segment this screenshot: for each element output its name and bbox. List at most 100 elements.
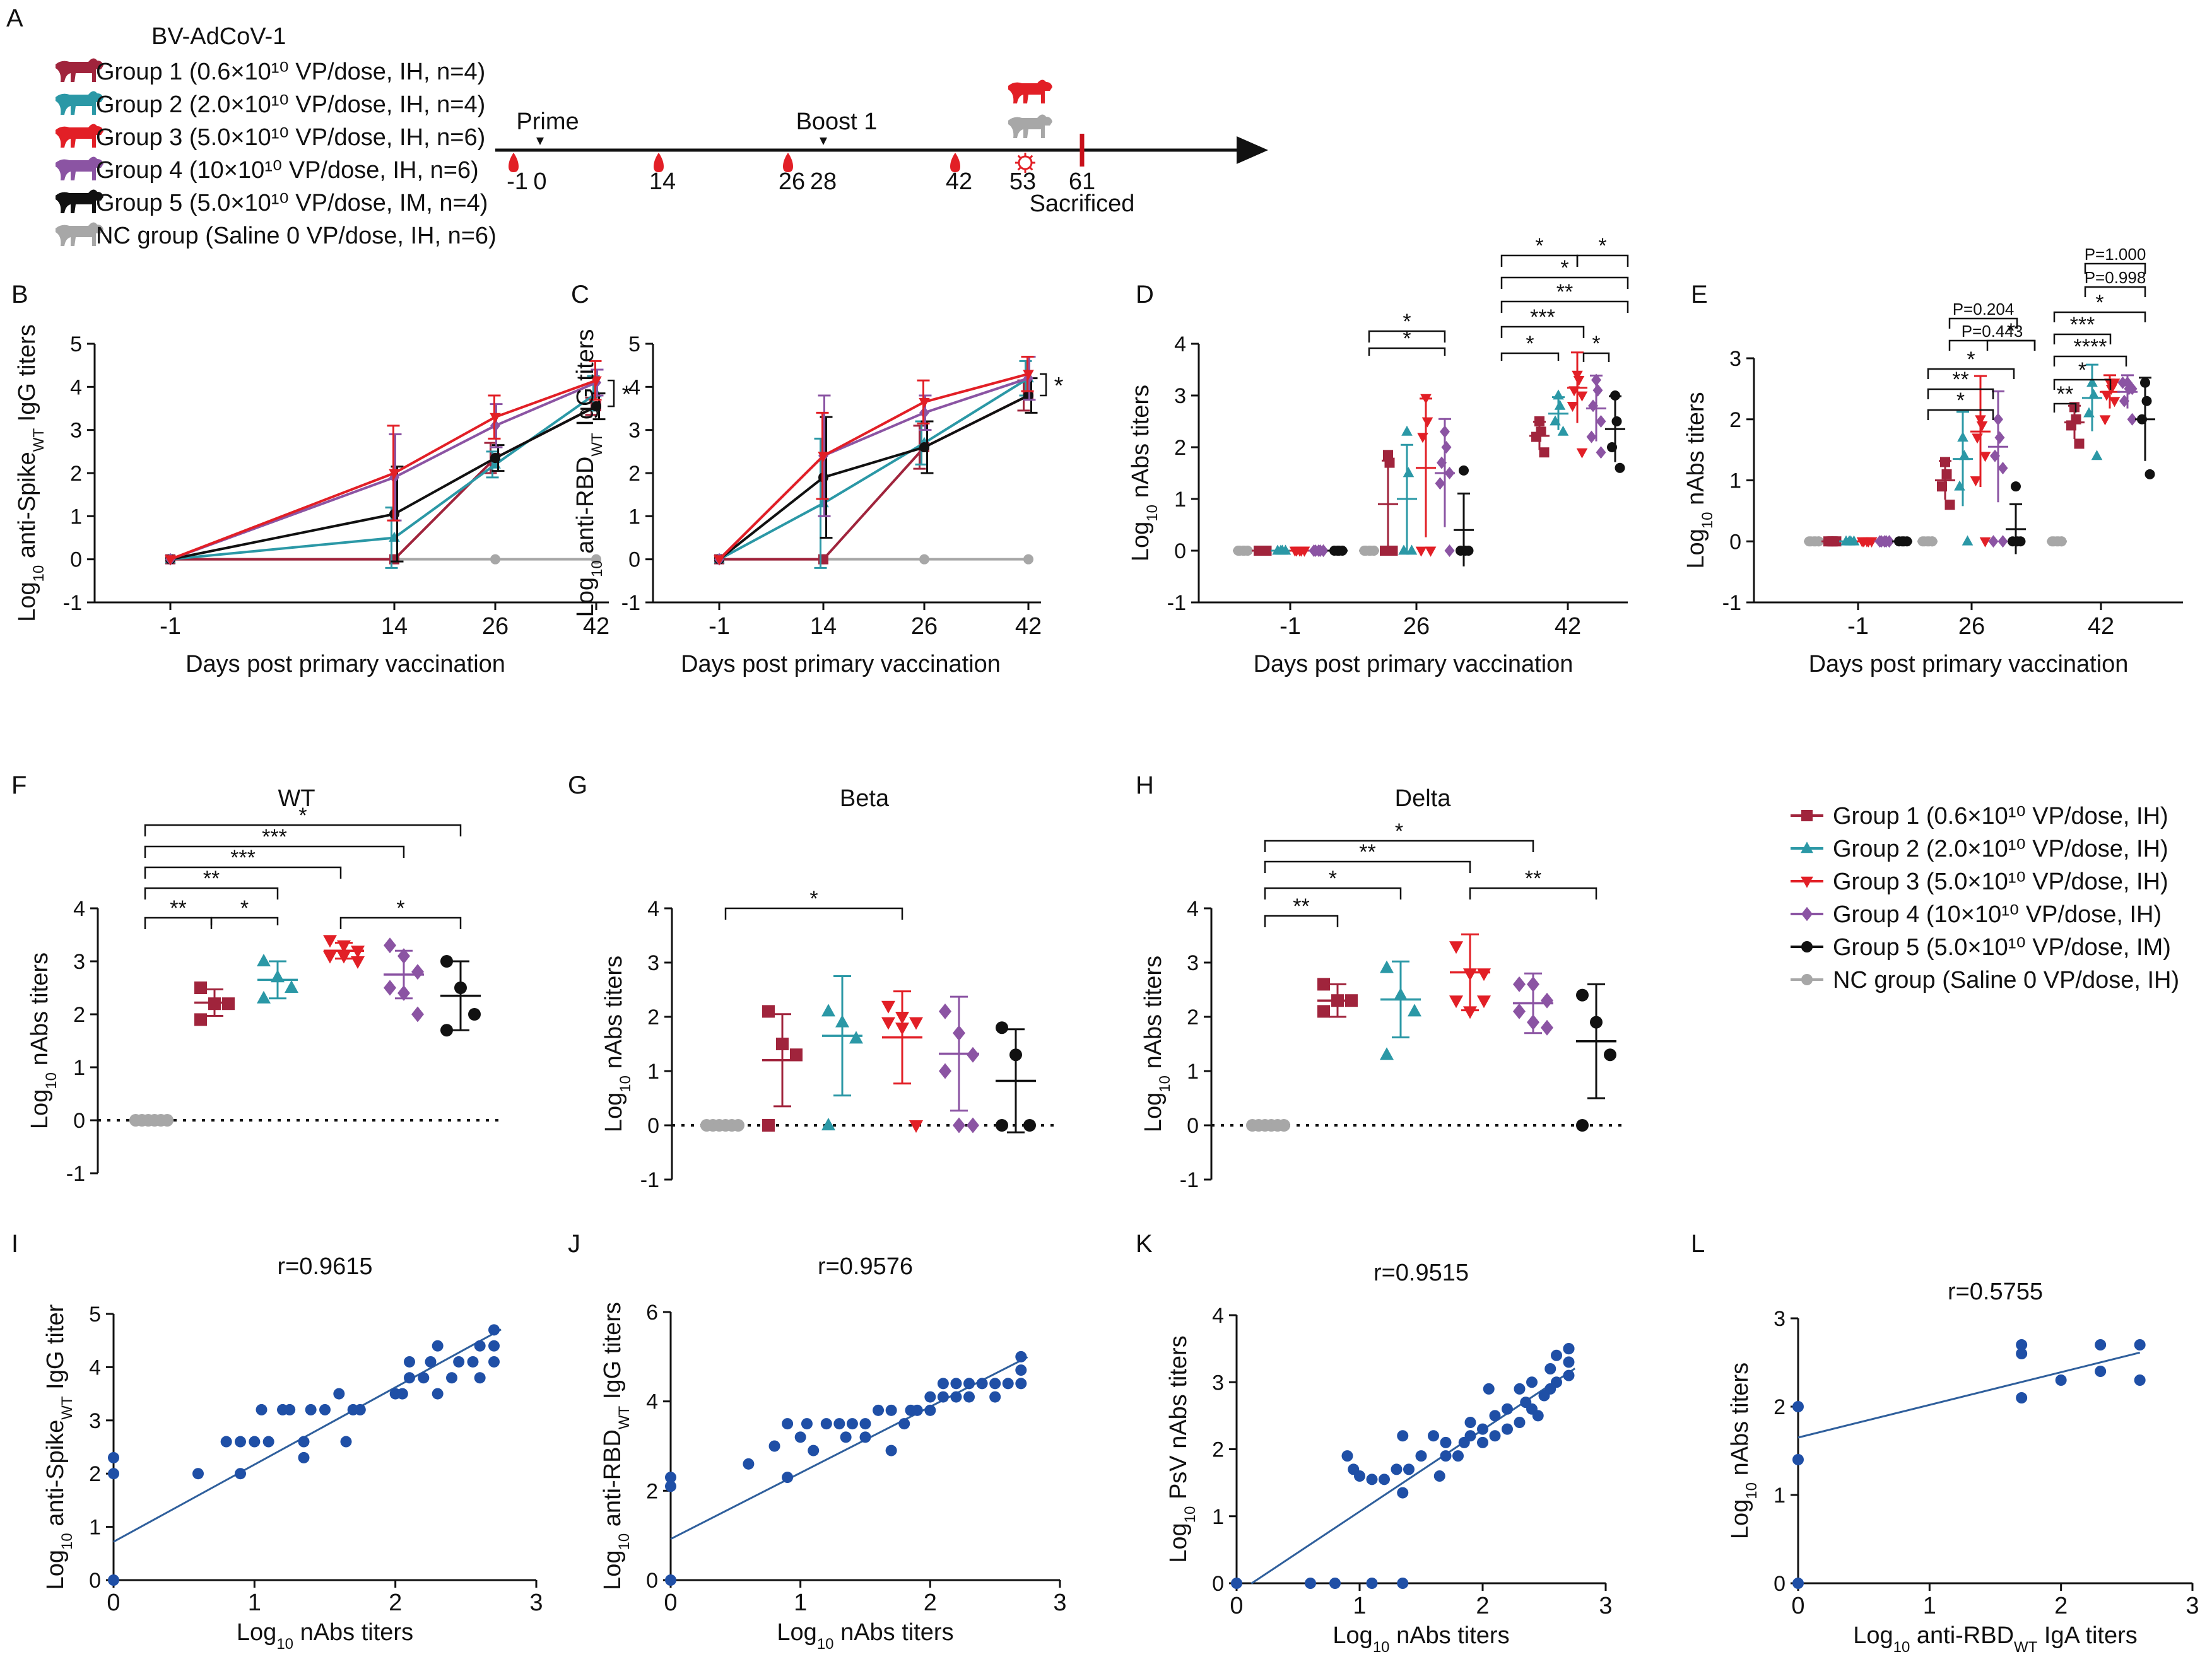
significance-label: * [1967,348,1975,372]
data-point [1317,978,1330,991]
data-point [384,937,396,954]
data-point [937,1378,949,1390]
significance-bracket [1264,887,1402,899]
data-point [1958,450,1970,460]
data-point [1477,1436,1488,1448]
significance-label: *** [2070,313,2095,337]
y-tick-label: 4 [70,375,82,399]
data-point [820,1418,832,1430]
legend-label: Group 2 (2.0×10¹⁰ VP/dose, IH) [1833,836,2168,862]
data-point [2016,1392,2028,1403]
significance-label: ** [170,896,186,920]
data-point [440,955,453,968]
data-point [1009,1048,1022,1062]
y-tick-label: 2 [1729,408,1741,432]
subscript: 10 [817,1636,834,1653]
title-segment: nAbs titers [1127,385,1154,505]
y-tick-label: 0 [1187,1114,1199,1138]
x-tick-label: 0 [664,1590,677,1616]
subscript: 10 [1144,505,1161,522]
x-tick-label: 14 [810,613,837,640]
data-point [1576,391,1588,402]
data-point [1415,1450,1427,1462]
data-point [1272,544,1283,555]
data-point [1440,425,1450,438]
y-tick-label: -1 [66,1162,85,1186]
y-tick-label: 1 [1187,1060,1199,1084]
x-tick-label: -1 [1280,613,1301,640]
significance-label: * [1403,327,1411,351]
data-point [762,1005,775,1018]
data-point [1894,536,1904,547]
timeline-day-label: 61 [1069,168,1095,195]
data-point [161,1114,174,1127]
data-point [1563,1356,1575,1368]
data-point [895,1012,909,1024]
significance-bracket [2053,333,2112,344]
subscript: 10 [589,560,606,577]
significance-label: *** [230,846,256,870]
data-point [1456,546,1466,556]
data-point [859,1418,871,1430]
x-tick-label: 3 [529,1590,543,1616]
title-segment: IgG titers [572,329,599,433]
data-point [1397,1578,1409,1589]
data-point [1318,544,1329,557]
y-tick-label: 5 [70,332,82,356]
significance-bracket [1927,368,2015,379]
significance-bracket [1500,325,1585,338]
title-segment: Log [42,1550,69,1590]
y-tick-label: 3 [1174,384,1186,408]
data-point [1483,1383,1495,1395]
data-point [2134,1339,2146,1351]
panel-C: -1 0 1 2 3 4 5 C -1 14 26 42 Days post primary vacci… [571,281,1064,677]
data-point [1420,394,1432,404]
data-point [1596,415,1606,428]
data-point [305,1403,317,1415]
subscript: 10 [1182,1506,1199,1523]
data-point [467,1356,479,1368]
data-point [1502,1403,1513,1415]
data-point [2066,420,2076,431]
data-point [488,1340,500,1352]
data-point [194,1013,207,1026]
significance-bracket [2053,402,2077,413]
data-point [924,1391,936,1403]
data-point [1539,447,1550,458]
data-point [989,1391,1001,1403]
data-point [895,1022,909,1036]
legend-marker [1801,941,1813,952]
legend-group-label: Group 2 (2.0×10¹⁰ VP/dose, IH, n=4) [96,91,485,118]
data-point [996,1119,1008,1132]
significance-bracket [1948,339,2036,351]
data-point [963,1378,975,1390]
x-tick-label: 2 [2054,1593,2068,1619]
data-point [1976,421,1988,432]
data-point [909,1017,923,1030]
data-point [2141,395,2152,406]
data-point [1397,1487,1409,1499]
y-tick-label: 1 [1774,1484,1785,1508]
data-point [989,1378,1001,1390]
data-point [2008,536,2018,547]
data-point [165,555,176,566]
data-point [235,1436,246,1448]
control-dog-icon [1008,114,1052,138]
y-tick-label: 0 [628,548,640,572]
data-point [1997,535,2008,548]
data-point [468,1008,481,1021]
data-point [1489,1430,1501,1442]
dog-icon [56,91,103,115]
data-point [1937,481,1947,492]
x-axis-title: Days post primary vaccination [1254,651,1574,677]
panel-D: -1 0 1 2 3 4D -1 26 42 Days post primary vaccinat… [1127,234,1629,677]
data-point [1962,535,1974,546]
data-point [208,997,221,1011]
panel-E: -1 0 1 2 3 E -1 26 42 Days post primary vaccinati… [1683,245,2183,677]
y-tick-label: 1 [89,1516,101,1540]
x-tick-label: 2 [389,1590,402,1616]
y-tick-label: -1 [1722,591,1741,615]
